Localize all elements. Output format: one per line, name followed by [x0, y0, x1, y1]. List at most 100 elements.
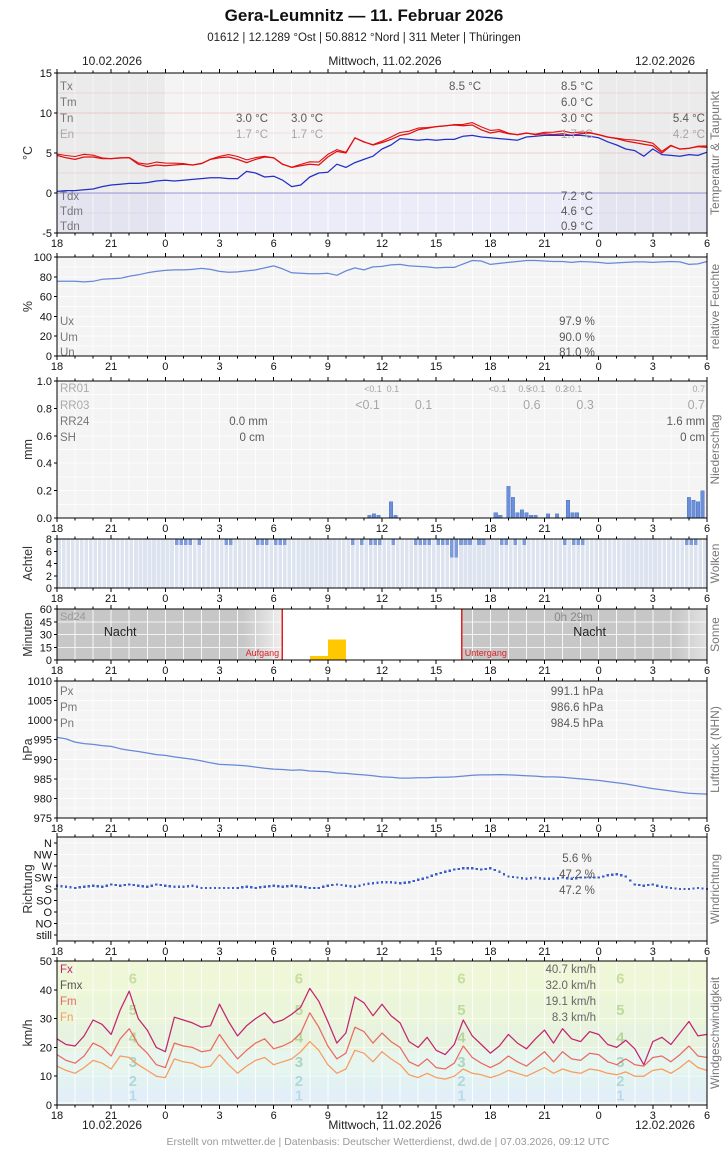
- svg-text:Sd24: Sd24: [60, 611, 86, 623]
- svg-text:0.9 °C: 0.9 °C: [561, 221, 593, 233]
- svg-text:<0.1: <0.1: [527, 384, 545, 394]
- svg-text:18: 18: [484, 238, 496, 250]
- svg-text:985: 985: [34, 774, 52, 786]
- svg-text:60: 60: [40, 292, 52, 304]
- svg-text:Achtel: Achtel: [21, 546, 35, 581]
- svg-text:1.7 °C: 1.7 °C: [561, 129, 593, 141]
- svg-text:4: 4: [616, 1029, 625, 1046]
- svg-text:6: 6: [457, 970, 465, 987]
- svg-text:SO: SO: [36, 896, 52, 908]
- svg-text:Tn: Tn: [60, 113, 73, 125]
- svg-text:12: 12: [376, 523, 388, 535]
- svg-text:6: 6: [704, 1110, 710, 1122]
- svg-text:Niederschlag: Niederschlag: [708, 414, 722, 484]
- svg-text:995: 995: [34, 735, 52, 747]
- svg-text:SW: SW: [34, 873, 52, 885]
- svg-text:Luftdruck (NHN): Luftdruck (NHN): [708, 706, 722, 793]
- svg-text:3: 3: [650, 523, 656, 535]
- svg-text:18: 18: [484, 665, 496, 677]
- date-left: 10.02.2026: [81, 1118, 143, 1132]
- svg-text:3.0 °C: 3.0 °C: [291, 113, 323, 125]
- svg-text:0.1: 0.1: [387, 384, 400, 394]
- svg-text:18: 18: [51, 1110, 63, 1122]
- svg-text:0.2: 0.2: [555, 384, 568, 394]
- svg-text:40: 40: [40, 311, 52, 323]
- svg-text:5: 5: [129, 1002, 137, 1019]
- svg-text:2: 2: [46, 571, 52, 583]
- svg-text:0.7: 0.7: [688, 398, 705, 412]
- svg-text:15: 15: [430, 238, 442, 250]
- svg-text:15: 15: [430, 665, 442, 677]
- svg-text:6: 6: [271, 1110, 277, 1122]
- svg-text:Wolken: Wolken: [708, 544, 722, 584]
- svg-text:100: 100: [34, 253, 52, 264]
- svg-text:3: 3: [216, 523, 222, 535]
- svg-text:4: 4: [46, 559, 52, 571]
- svg-text:21: 21: [538, 946, 550, 958]
- svg-text:21: 21: [105, 1110, 117, 1122]
- svg-text:47.2 %: 47.2 %: [559, 869, 595, 881]
- svg-text:12: 12: [376, 1110, 388, 1122]
- svg-text:18: 18: [51, 361, 63, 373]
- page-title: Gera-Leumnitz — 11. Februar 2026: [224, 6, 504, 25]
- svg-text:40.7 km/h: 40.7 km/h: [546, 964, 597, 976]
- svg-text:18: 18: [484, 823, 496, 835]
- credit-footer: Erstellt von mtwetter.de | Datenbasis: D…: [166, 1136, 610, 1148]
- svg-text:3: 3: [650, 593, 656, 605]
- svg-text:1.7 °C: 1.7 °C: [291, 129, 323, 141]
- svg-text:8: 8: [46, 535, 52, 546]
- svg-text:975: 975: [34, 813, 52, 825]
- svg-text:986.6 hPa: 986.6 hPa: [551, 702, 604, 714]
- svg-text:8.5 °C: 8.5 °C: [449, 81, 481, 93]
- svg-text:Fn: Fn: [60, 1012, 73, 1024]
- svg-text:Nacht: Nacht: [104, 625, 137, 639]
- date-center: Mittwoch, 11.02.2026: [328, 1118, 442, 1132]
- svg-text:21: 21: [538, 361, 550, 373]
- svg-text:0.5: 0.5: [518, 384, 531, 394]
- svg-text:12: 12: [376, 823, 388, 835]
- svg-text:6: 6: [129, 970, 137, 987]
- svg-text:0: 0: [162, 361, 168, 373]
- svg-text:3: 3: [295, 1054, 303, 1071]
- svg-text:1: 1: [457, 1088, 465, 1105]
- panel-windspeed: 1 2 3 4 5 6 1 2 3 4 5 6 1 2 3 4 5 6 1 2 3 4 5 6 Fx 40.7 km/h Fmx 32…: [0, 956, 728, 1128]
- svg-text:Windrichtung: Windrichtung: [708, 854, 722, 924]
- svg-text:0: 0: [596, 238, 602, 250]
- panel-temperature: Tx 8.5 °C 8.5 °C Tm 6.0 °C Tn 3.0 °C 3.0 °C 3.0 …: [0, 68, 728, 256]
- svg-text:Fmx: Fmx: [60, 980, 83, 992]
- svg-text:3: 3: [650, 665, 656, 677]
- svg-text:6: 6: [271, 946, 277, 958]
- svg-text:<0.1: <0.1: [489, 384, 507, 394]
- svg-text:15: 15: [430, 361, 442, 373]
- svg-text:1: 1: [129, 1088, 137, 1105]
- svg-text:18: 18: [484, 523, 496, 535]
- svg-text:21: 21: [538, 593, 550, 605]
- panel-precipitation: RR01 <0.1 0.1 <0.1 0.5 <0.1 0.2 <0.1 0.7 RR03 <0.1…: [0, 376, 728, 541]
- svg-text:Temperatur & Taupunkt: Temperatur & Taupunkt: [708, 90, 722, 215]
- svg-text:8.5 °C: 8.5 °C: [561, 81, 593, 93]
- svg-text:Tdn: Tdn: [60, 221, 80, 233]
- svg-text:15: 15: [430, 823, 442, 835]
- svg-text:3: 3: [650, 823, 656, 835]
- svg-text:4: 4: [129, 1029, 138, 1046]
- svg-text:-5: -5: [42, 228, 52, 240]
- svg-text:9: 9: [325, 946, 331, 958]
- svg-text:Tm: Tm: [60, 97, 77, 109]
- svg-text:0: 0: [162, 946, 168, 958]
- panel-pressure: Px 991.1 hPa Pm 986.6 hPa Pn 984.5 hPa 18 21 0 3 6…: [0, 676, 728, 841]
- svg-text:2: 2: [129, 1073, 137, 1090]
- svg-text:0.7: 0.7: [692, 384, 705, 394]
- svg-text:2: 2: [616, 1073, 624, 1090]
- svg-text:0: 0: [162, 523, 168, 535]
- svg-text:18: 18: [484, 946, 496, 958]
- svg-text:W: W: [42, 861, 53, 873]
- svg-text:10: 10: [40, 108, 52, 120]
- svg-text:15: 15: [430, 593, 442, 605]
- svg-text:18: 18: [51, 238, 63, 250]
- svg-text:0: 0: [162, 1110, 168, 1122]
- svg-text:6: 6: [271, 593, 277, 605]
- svg-text:Windgeschwindigkeit: Windgeschwindigkeit: [708, 976, 722, 1089]
- svg-text:Ux: Ux: [60, 316, 74, 328]
- svg-text:5: 5: [616, 1002, 624, 1019]
